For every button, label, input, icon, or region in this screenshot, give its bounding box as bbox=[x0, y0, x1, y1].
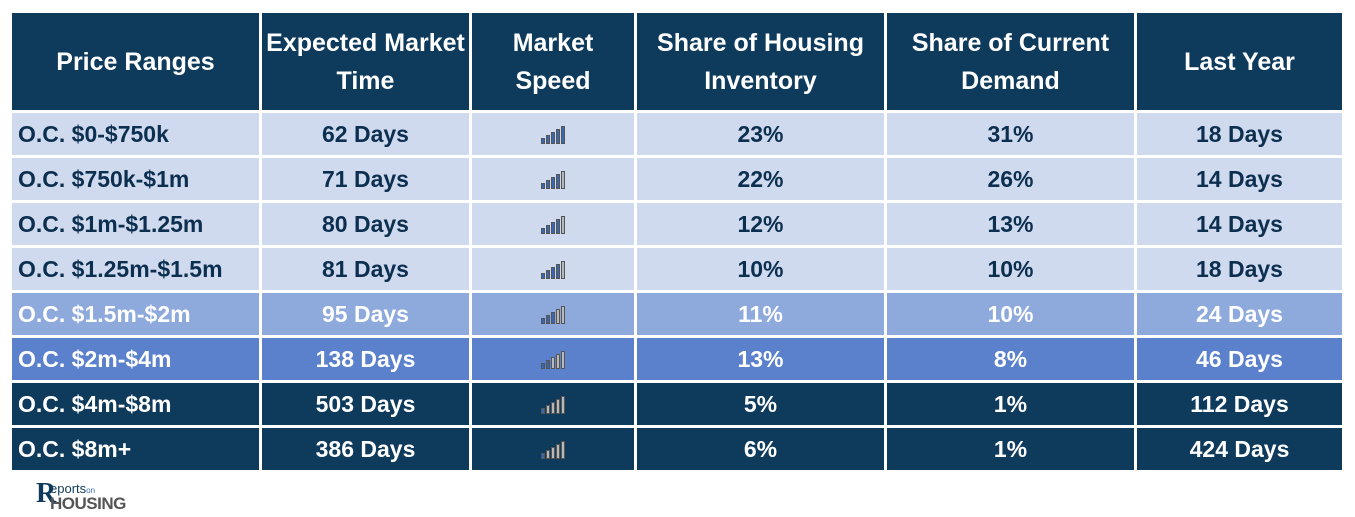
market-time-cell: 71 Days bbox=[259, 155, 472, 203]
signal-bars-icon bbox=[541, 441, 565, 460]
demand-share-cell: 13% bbox=[884, 200, 1137, 248]
price-range-cell: O.C. $750k-$1m bbox=[9, 155, 262, 203]
logo-word-reports: eports bbox=[50, 481, 87, 496]
header-share-of-inventory: Share of Housing Inventory bbox=[634, 10, 887, 113]
logo-r-mark: R bbox=[36, 478, 57, 509]
price-range-cell: O.C. $8m+ bbox=[9, 425, 262, 473]
demand-share-cell: 10% bbox=[884, 290, 1137, 338]
price-range-cell: O.C. $1.5m-$2m bbox=[9, 290, 262, 338]
price-range-cell: O.C. $1m-$1.25m bbox=[9, 200, 262, 248]
signal-bars-icon bbox=[541, 261, 565, 280]
logo-word-housing: HOUSING bbox=[50, 494, 126, 513]
signal-bars-icon bbox=[541, 396, 565, 415]
table-row: O.C. $1m-$1.25m 80 Days 12% 13% 14 Days bbox=[9, 200, 1345, 248]
demand-share-cell: 10% bbox=[884, 245, 1137, 293]
inventory-share-cell: 10% bbox=[634, 245, 887, 293]
market-speed-cell bbox=[469, 200, 637, 248]
market-time-cell: 62 Days bbox=[259, 110, 472, 158]
last-year-cell: 24 Days bbox=[1134, 290, 1345, 338]
table-row: O.C. $0-$750k 62 Days 23% 31% 18 Days bbox=[9, 110, 1345, 158]
price-range-cell: O.C. $0-$750k bbox=[9, 110, 262, 158]
header-row: Price Ranges Expected Market Time Market… bbox=[9, 10, 1345, 113]
header-last-year: Last Year bbox=[1134, 10, 1345, 113]
table-row: O.C. $750k-$1m 71 Days 22% 26% 14 Days bbox=[9, 155, 1345, 203]
market-time-table: Price Ranges Expected Market Time Market… bbox=[9, 10, 1345, 473]
price-range-cell: O.C. $1.25m-$1.5m bbox=[9, 245, 262, 293]
signal-bars-icon bbox=[541, 171, 565, 190]
inventory-share-cell: 13% bbox=[634, 335, 887, 383]
inventory-share-cell: 22% bbox=[634, 155, 887, 203]
last-year-cell: 112 Days bbox=[1134, 380, 1345, 428]
market-time-cell: 80 Days bbox=[259, 200, 472, 248]
inventory-share-cell: 6% bbox=[634, 425, 887, 473]
logo-word-on: on bbox=[86, 486, 96, 495]
market-time-cell: 138 Days bbox=[259, 335, 472, 383]
market-time-cell: 81 Days bbox=[259, 245, 472, 293]
market-speed-cell bbox=[469, 290, 637, 338]
reports-on-housing-logo: R eportson HOUSING bbox=[36, 479, 136, 513]
table-row: O.C. $2m-$4m 138 Days 13% 8% 46 Days bbox=[9, 335, 1345, 383]
table-row: O.C. $4m-$8m 503 Days 5% 1% 112 Days bbox=[9, 380, 1345, 428]
market-speed-cell bbox=[469, 335, 637, 383]
signal-bars-icon bbox=[541, 351, 565, 370]
market-speed-cell bbox=[469, 245, 637, 293]
inventory-share-cell: 5% bbox=[634, 380, 887, 428]
logo-line1: eportson bbox=[50, 482, 95, 498]
inventory-share-cell: 23% bbox=[634, 110, 887, 158]
market-speed-cell bbox=[469, 155, 637, 203]
demand-share-cell: 1% bbox=[884, 425, 1137, 473]
last-year-cell: 14 Days bbox=[1134, 155, 1345, 203]
market-time-cell: 386 Days bbox=[259, 425, 472, 473]
header-share-of-demand: Share of Current Demand bbox=[884, 10, 1137, 113]
demand-share-cell: 1% bbox=[884, 380, 1137, 428]
demand-share-cell: 8% bbox=[884, 335, 1137, 383]
last-year-cell: 18 Days bbox=[1134, 110, 1345, 158]
last-year-cell: 14 Days bbox=[1134, 200, 1345, 248]
last-year-cell: 46 Days bbox=[1134, 335, 1345, 383]
table-row: O.C. $8m+ 386 Days 6% 1% 424 Days bbox=[9, 425, 1345, 473]
market-time-cell: 503 Days bbox=[259, 380, 472, 428]
market-speed-cell bbox=[469, 380, 637, 428]
price-range-cell: O.C. $4m-$8m bbox=[9, 380, 262, 428]
last-year-cell: 424 Days bbox=[1134, 425, 1345, 473]
table-row: O.C. $1.5m-$2m 95 Days 11% 10% 24 Days bbox=[9, 290, 1345, 338]
table-row: O.C. $1.25m-$1.5m 81 Days 10% 10% 18 Day… bbox=[9, 245, 1345, 293]
last-year-cell: 18 Days bbox=[1134, 245, 1345, 293]
signal-bars-icon bbox=[541, 216, 565, 235]
header-market-speed: Market Speed bbox=[469, 10, 637, 113]
market-speed-cell bbox=[469, 110, 637, 158]
market-time-cell: 95 Days bbox=[259, 290, 472, 338]
header-expected-market-time: Expected Market Time bbox=[259, 10, 472, 113]
price-range-cell: O.C. $2m-$4m bbox=[9, 335, 262, 383]
header-price-ranges: Price Ranges bbox=[9, 10, 262, 113]
inventory-share-cell: 11% bbox=[634, 290, 887, 338]
inventory-share-cell: 12% bbox=[634, 200, 887, 248]
market-speed-cell bbox=[469, 425, 637, 473]
signal-bars-icon bbox=[541, 126, 565, 145]
demand-share-cell: 26% bbox=[884, 155, 1137, 203]
demand-share-cell: 31% bbox=[884, 110, 1137, 158]
signal-bars-icon bbox=[541, 306, 565, 325]
